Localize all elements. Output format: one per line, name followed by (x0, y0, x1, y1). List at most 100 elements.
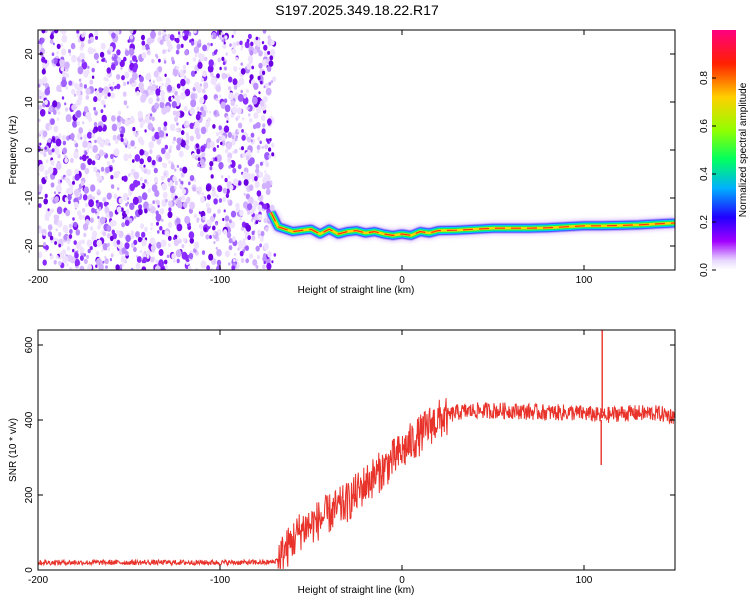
noise-speck (74, 142, 79, 148)
noise-speck (176, 122, 179, 126)
noise-speck (123, 56, 127, 62)
noise-speck (92, 239, 99, 248)
noise-speck (178, 178, 181, 182)
noise-speck (133, 239, 138, 246)
noise-speck (111, 229, 116, 235)
noise-speck (205, 109, 208, 113)
noise-speck (144, 43, 150, 50)
noise-speck (251, 178, 255, 183)
noise-speck (237, 240, 244, 248)
noise-speck (38, 203, 42, 208)
noise-speck (188, 181, 191, 186)
noise-speck (99, 51, 105, 58)
noise-speck (60, 43, 64, 47)
noise-speck (250, 132, 255, 138)
noise-speck (79, 52, 85, 61)
noise-speck (164, 152, 171, 160)
noise-speck (66, 263, 69, 267)
noise-speck (162, 191, 168, 199)
noise-speck (73, 93, 77, 97)
noise-speck (259, 100, 265, 107)
noise-speck (96, 136, 103, 145)
noise-speck (82, 121, 85, 125)
noise-speck (241, 129, 244, 133)
noise-speck (263, 85, 266, 89)
noise-speck (101, 58, 104, 62)
noise-speck (72, 217, 75, 221)
noise-speck (103, 104, 106, 108)
noise-speck (265, 87, 272, 96)
noise-speck (141, 239, 147, 247)
noise-speck (258, 62, 263, 69)
top-x-axis-label: Height of straight line (km) (298, 285, 415, 296)
noise-speck (55, 162, 62, 171)
noise-speck (50, 118, 55, 125)
noise-speck (194, 70, 197, 74)
noise-speck (221, 56, 225, 62)
noise-speck (58, 232, 62, 237)
noise-speck (199, 158, 205, 166)
noise-speck (62, 70, 67, 77)
noise-speck (89, 241, 92, 245)
noise-speck (167, 84, 172, 92)
noise-speck (141, 93, 147, 101)
noise-speck (212, 147, 217, 152)
noise-speck (97, 125, 103, 132)
noise-speck (103, 76, 107, 81)
noise-speck (50, 159, 55, 166)
noise-speck (253, 213, 260, 222)
noise-speck (174, 180, 178, 186)
noise-speck (231, 265, 236, 270)
noise-speck (209, 160, 214, 167)
noise-speck (207, 64, 214, 73)
noise-speck (99, 216, 106, 225)
noise-speck (184, 215, 191, 225)
bottom-xtick-label: 100 (576, 575, 593, 586)
noise-speck (256, 106, 262, 114)
noise-speck (199, 83, 202, 87)
noise-speck (71, 88, 76, 95)
noise-speck (234, 137, 238, 142)
noise-speck (216, 138, 220, 144)
noise-speck (239, 216, 242, 221)
noise-speck (78, 127, 84, 134)
noise-speck (128, 173, 131, 177)
noise-speck (112, 159, 115, 163)
noise-speck (68, 234, 73, 239)
noise-speck (242, 238, 246, 242)
noise-speck (213, 213, 216, 218)
noise-speck (234, 252, 237, 256)
noise-speck (236, 41, 240, 46)
noise-speck (122, 216, 125, 220)
noise-speck (141, 45, 146, 51)
noise-speck (228, 238, 233, 244)
noise-speck (226, 232, 232, 239)
noise-speck (264, 226, 269, 232)
noise-speck (262, 264, 266, 270)
noise-speck (38, 118, 41, 123)
noise-speck (91, 75, 95, 79)
noise-speck (268, 81, 272, 86)
noise-speck (73, 221, 78, 228)
noise-speck (91, 133, 95, 138)
noise-speck (170, 163, 175, 170)
signal-trace (264, 209, 675, 243)
noise-speck (194, 81, 200, 90)
noise-speck (120, 207, 124, 212)
noise-speck (223, 66, 227, 71)
noise-speck (241, 134, 246, 141)
noise-speck (173, 71, 178, 77)
noise-speck (81, 59, 85, 64)
noise-speck (247, 210, 251, 215)
noise-speck (164, 73, 167, 78)
noise-speck (96, 209, 99, 212)
noise-speck (260, 230, 265, 237)
noise-speck (83, 106, 89, 113)
noise-speck (87, 248, 91, 254)
noise-speck (64, 176, 68, 182)
noise-speck (68, 49, 71, 54)
noise-speck (220, 141, 223, 146)
noise-speck (257, 229, 261, 235)
noise-speck (95, 154, 100, 160)
noise-speck (260, 236, 264, 242)
